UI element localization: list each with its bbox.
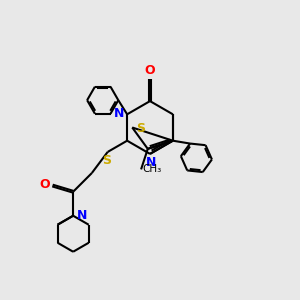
Text: S: S [136,122,145,136]
Text: CH₃: CH₃ [142,164,161,174]
Text: N: N [77,209,87,222]
Text: N: N [146,156,157,169]
Text: O: O [39,178,50,191]
Text: N: N [114,107,125,120]
Text: O: O [145,64,155,77]
Text: S: S [102,154,111,167]
